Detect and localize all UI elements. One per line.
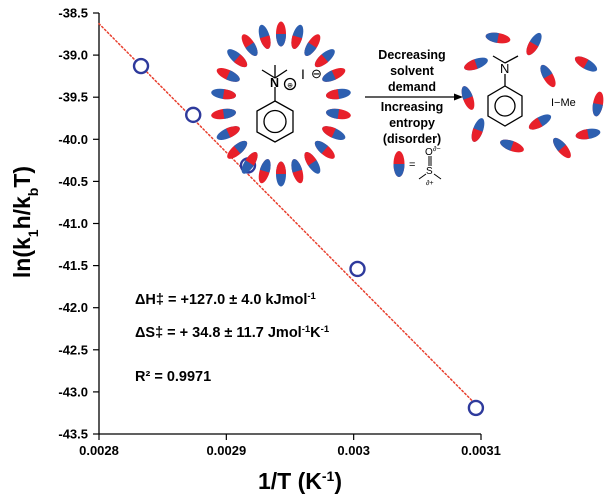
anilinium-N: N	[270, 76, 279, 90]
dmso-structure	[418, 156, 442, 180]
solvent-dipole-free	[574, 56, 598, 72]
solvent-dipole-shell	[241, 34, 258, 56]
right-solvent-dispersed	[461, 32, 604, 159]
solvent-dipole-shell	[314, 49, 335, 68]
y-tick-label: -42.0	[58, 300, 88, 315]
arrow-label-top-2: solvent	[390, 64, 435, 78]
solvent-dipole-free	[528, 114, 552, 130]
anilinium-bond-methyl-1	[261, 69, 276, 79]
solvent-dipole-shell	[258, 159, 271, 184]
y-tick-label: -41.5	[58, 258, 88, 273]
y-tick-label: -39.5	[58, 90, 88, 105]
solvent-dipole-free	[526, 32, 542, 56]
arrow-label-top-1: Decreasing	[378, 48, 445, 62]
solvent-dipole-free	[464, 57, 488, 71]
data-point	[349, 260, 366, 278]
solvent-dipole-shell	[258, 24, 271, 49]
dmso-O: O	[425, 147, 433, 158]
solvation-schematic: N ⊕ I ⊖ Decreasing solvent demand Increa…	[211, 21, 604, 187]
solvent-dipole-free	[461, 86, 475, 110]
dmso-S-charge: ∂+	[426, 180, 434, 187]
y-tick-label: -42.5	[58, 342, 88, 357]
aniline-benzene-ring	[487, 85, 523, 127]
x-axis-title: 1/T (K-1)	[258, 468, 342, 494]
aniline-N: N	[500, 61, 509, 76]
iodide-charge: ⊖	[311, 66, 322, 81]
left-solvent-shell	[211, 21, 351, 187]
solvent-dipole-shell	[314, 140, 335, 159]
x-tick-label: 0.0028	[79, 443, 119, 458]
anilinium-benzene-ring	[256, 100, 294, 143]
solvent-dipole-free	[500, 139, 524, 153]
dimethylaniline	[487, 55, 523, 127]
iodide-label: I	[301, 66, 305, 82]
solvent-dipole-free	[575, 128, 601, 140]
y-tick-label: -40.0	[58, 132, 88, 147]
anilinium-bond-methyl-2	[274, 69, 288, 79]
solvent-dipole-shell	[227, 49, 248, 68]
dmso-legend-ellipse	[393, 151, 405, 177]
aniline-aromatic-circle	[494, 95, 516, 117]
arrow-label-bottom-1: Increasing	[381, 100, 444, 114]
x-tick-label: 0.003	[337, 443, 370, 458]
y-tick-label: -40.5	[58, 174, 88, 189]
cation-charge: ⊕	[287, 83, 293, 90]
solvent-dipole-shell	[241, 152, 258, 174]
solvent-dipole-free	[553, 137, 571, 159]
solvent-dipole-shell	[326, 108, 351, 120]
y-tick-group: -38.5 -39.0 -39.5 -40.0 -40.5 -41.0 -41.5 -42.0…	[58, 6, 99, 442]
y-tick-label: -39.0	[58, 48, 88, 63]
legend-equals: =	[409, 159, 415, 171]
solvent-dipole-shell	[211, 108, 236, 120]
data-point	[185, 106, 202, 124]
solvent-dipole-shell	[211, 88, 236, 100]
cation-charge-circle	[283, 77, 297, 91]
solvent-dipole-shell	[276, 161, 286, 187]
anilinium-iodide-ion-pair	[256, 65, 297, 143]
x-tick-label: 0.0031	[461, 443, 501, 458]
reaction-arrow-head	[454, 93, 463, 101]
data-point	[132, 57, 150, 75]
solvent-dipole-shell	[291, 24, 304, 49]
solvent-dipole-shell	[322, 126, 346, 140]
anilinium-aromatic-circle	[263, 109, 287, 134]
entropy-annotation: ΔS‡ = + 34.8 ± 11.7 Jmol-1K-1	[135, 324, 330, 342]
solvent-dipole-free	[592, 91, 604, 117]
solvent-dipole-shell	[304, 34, 321, 56]
solvent-dipole-shell	[227, 140, 248, 159]
r-squared-annotation: R² = 0.9971	[135, 369, 211, 385]
y-tick-label: -41.0	[58, 216, 88, 231]
solvent-dipole-shell	[216, 68, 240, 82]
solvent-dipole-shell	[326, 88, 351, 100]
solvent-dipole-free	[540, 64, 556, 88]
y-axis-title: ln(k1h/kbT)	[9, 166, 41, 278]
y-tick-label: -38.5	[58, 6, 88, 21]
solvent-dipole-shell	[322, 68, 346, 82]
arrow-label-bottom-2: entropy	[389, 116, 435, 130]
data-point	[467, 399, 485, 417]
arrow-label-top-3: demand	[388, 80, 436, 94]
solvent-dipole-free	[485, 32, 511, 44]
aniline-bond-methyl-2	[504, 55, 519, 64]
enthalpy-annotation: ΔH‡ = +127.0 ± 4.0 kJmol-1	[135, 291, 317, 309]
y-tick-label: -43.0	[58, 384, 88, 399]
solvent-dipole-shell	[276, 21, 286, 47]
y-tick-label: -43.5	[58, 427, 88, 442]
solvent-dipole-shell	[291, 159, 304, 184]
dmso-O-charge: ∂−	[433, 146, 441, 153]
x-tick-group: 0.0028 0.0029 0.003 0.0031	[79, 434, 501, 458]
aniline-bond-methyl-1	[492, 55, 506, 64]
x-tick-label: 0.0029	[206, 443, 246, 458]
solvent-dipole-free	[471, 118, 485, 142]
methyl-iodide-label: I−Me	[551, 97, 576, 109]
dmso-S: S	[426, 166, 433, 177]
arrow-label-bottom-3: (disorder)	[383, 132, 441, 146]
solvent-dipole-shell	[304, 152, 321, 174]
solvent-dipole-shell	[216, 126, 240, 140]
fit-line	[98, 22, 482, 411]
